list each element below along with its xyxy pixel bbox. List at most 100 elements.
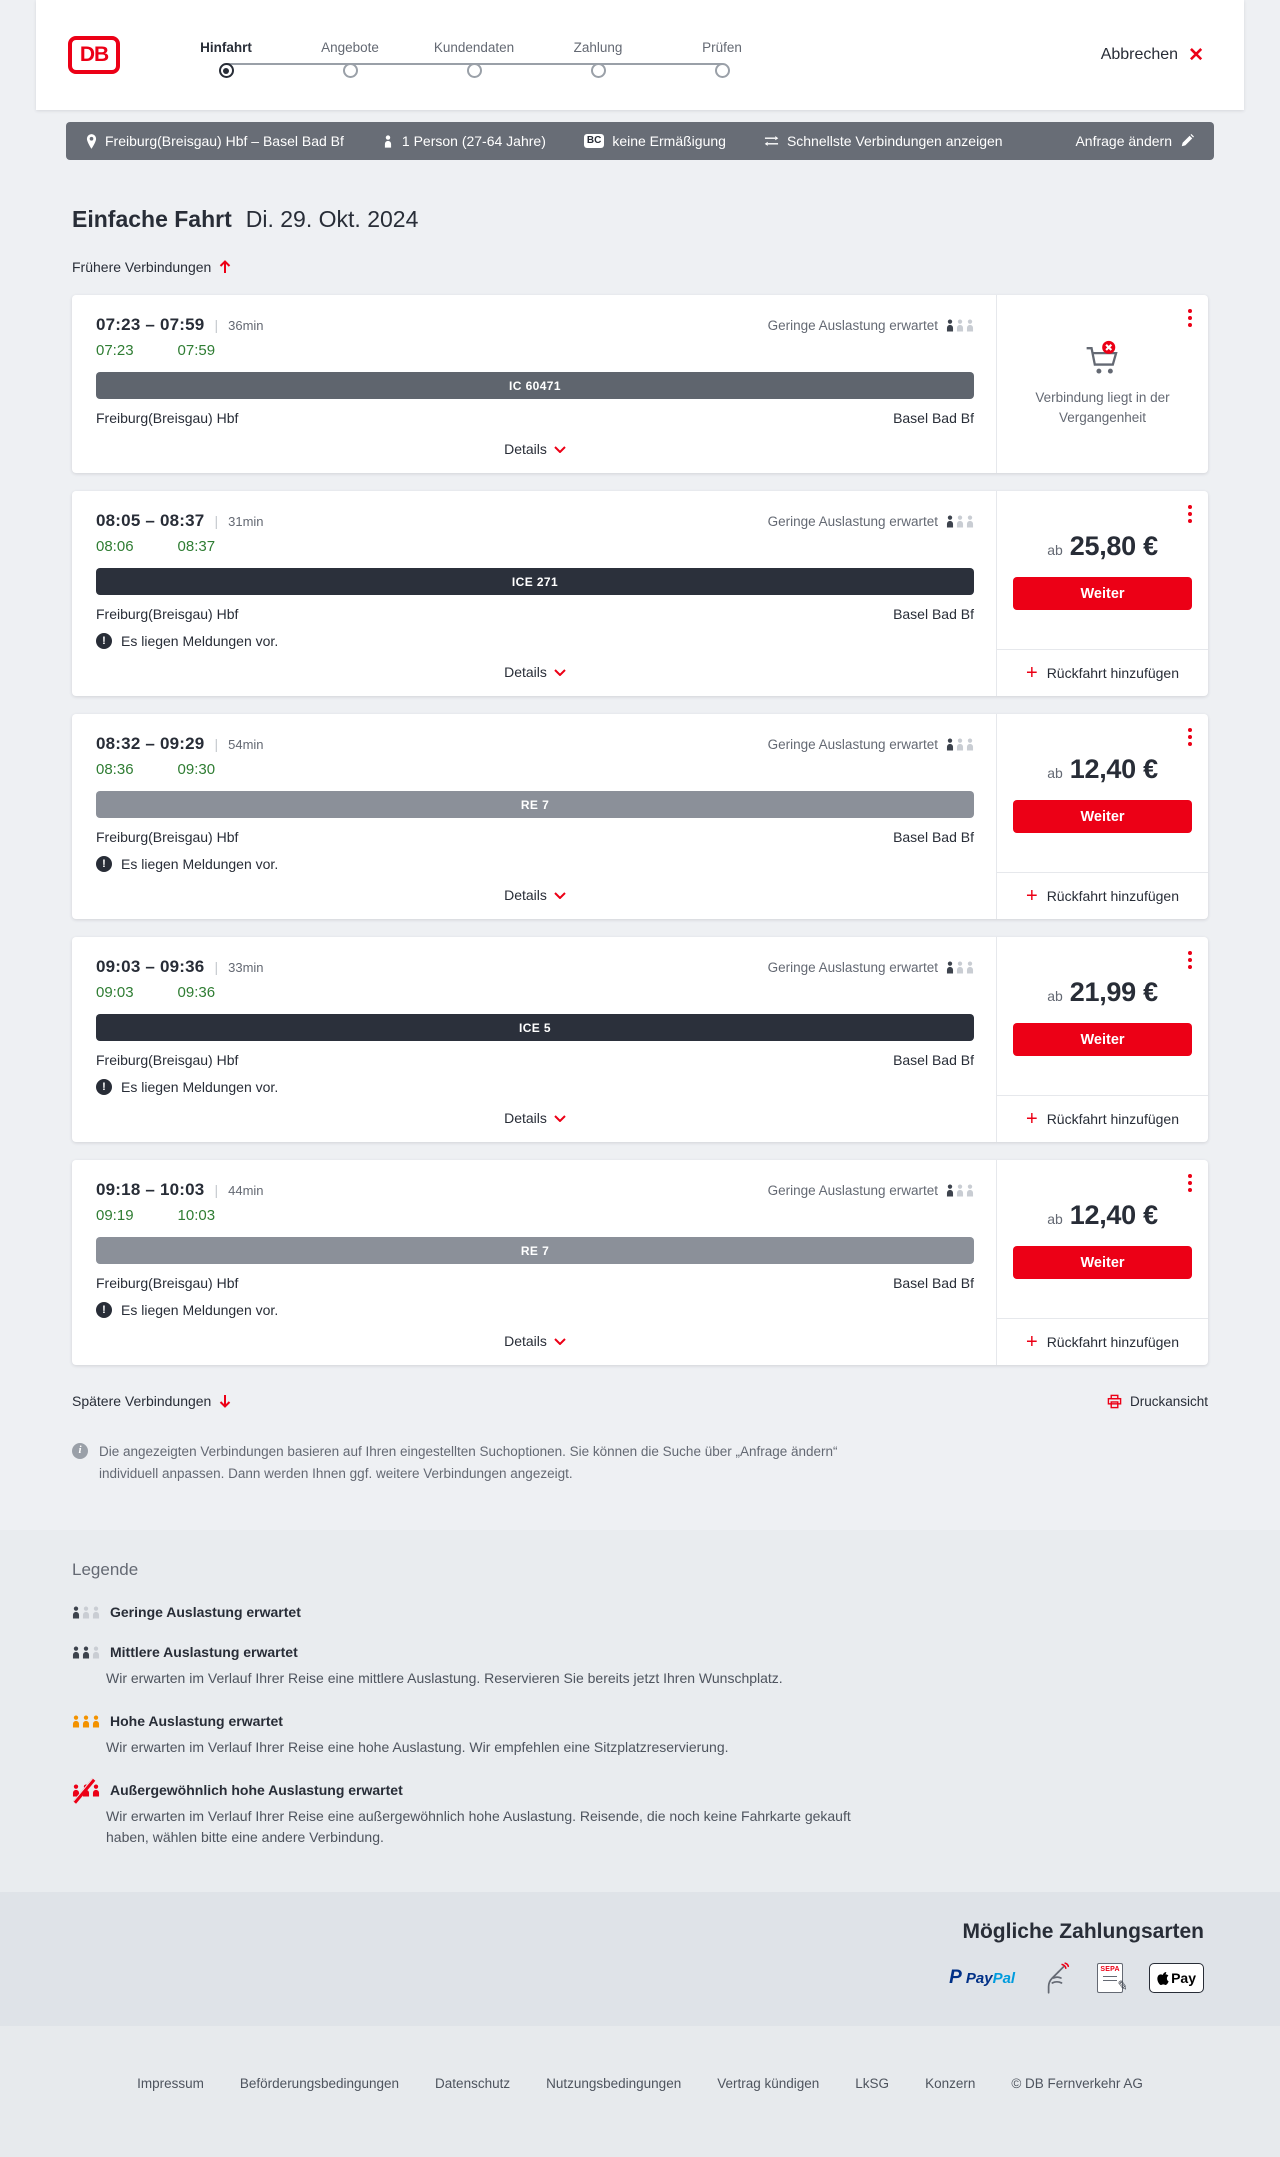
step-label: Zahlung [573, 40, 623, 55]
print-view-label: Druckansicht [1129, 1393, 1208, 1409]
origin-station: Freiburg(Breisgau) Hbf [96, 1275, 239, 1291]
kebab-menu-icon[interactable] [1186, 1172, 1194, 1194]
add-return-button[interactable]: + Rückfahrt hinzufügen [997, 1095, 1208, 1142]
kebab-menu-icon[interactable] [1186, 949, 1194, 971]
step-label: Hinfahrt [200, 40, 252, 55]
connection-card: 08:32 – 09:29 | 54min Geringe Auslastung… [72, 714, 1208, 919]
earlier-connections-link[interactable]: Frühere Verbindungen [72, 259, 231, 275]
later-connections-label: Spätere Verbindungen [72, 1393, 212, 1409]
occupancy-low-icon [946, 515, 974, 528]
destination-station: Basel Bad Bf [893, 606, 974, 622]
add-return-button[interactable]: + Rückfahrt hinzufügen [997, 649, 1208, 696]
summary-route-label: Freiburg(Breisgau) Hbf – Basel Bad Bf [105, 133, 344, 149]
weiter-button[interactable]: Weiter [1013, 1246, 1192, 1279]
step-pruefen: Prüfen [660, 40, 784, 78]
weiter-button[interactable]: Weiter [1013, 1023, 1192, 1056]
separator: | [214, 959, 219, 975]
kebab-menu-icon[interactable] [1186, 726, 1194, 748]
price: 12,40 € [1069, 754, 1158, 784]
pen-icon: ✎ [1116, 1977, 1130, 1994]
arrival-actual: 07:59 [177, 342, 216, 359]
connection-card: 07:23 – 07:59 | 36min Geringe Auslastung… [72, 295, 1208, 473]
connection-side-panel: ab 21,99 € Weiter + Rückfahrt hinzufügen [996, 937, 1208, 1142]
paypal-mark: P [949, 1967, 962, 1989]
step-angebote: Angebote [288, 40, 412, 78]
messages-row: ! Es liegen Meldungen vor. [96, 633, 974, 649]
occupancy-label: Geringe Auslastung erwartet [767, 318, 938, 333]
location-pin-icon [86, 133, 97, 149]
cancel-button[interactable]: Abbrechen ✕ [1101, 46, 1204, 65]
print-view-link[interactable]: Druckansicht [1107, 1394, 1208, 1409]
train-label-bar: ICE 271 [96, 568, 974, 595]
duration: 36min [228, 318, 264, 333]
train-label-bar: RE 7 [96, 1237, 974, 1264]
step-label: Angebote [321, 40, 379, 55]
apple-logo-icon [1157, 1972, 1169, 1986]
fastest-connections-label: Schnellste Verbindungen anzeigen [786, 133, 1003, 149]
occupancy-indicator: Geringe Auslastung erwartet [768, 737, 974, 752]
step-dot [590, 63, 606, 78]
time-range: 08:32 – 09:29 [96, 734, 205, 753]
connection-side-panel: ab 12,40 € Weiter + Rückfahrt hinzufügen [996, 1160, 1208, 1365]
origin-station: Freiburg(Breisgau) Hbf [96, 829, 239, 845]
occupancy-low-icon [946, 1184, 974, 1197]
step-dot-active [218, 63, 234, 78]
details-toggle[interactable]: Details [504, 441, 566, 457]
fastest-connections-toggle[interactable]: Schnellste Verbindungen anzeigen [764, 133, 1003, 149]
summary-bahncard-label: keine Ermäßigung [612, 133, 726, 149]
apple-pay-icon: Pay [1149, 1963, 1204, 1994]
messages-row: ! Es liegen Meldungen vor. [96, 1079, 974, 1095]
occupancy-label: Geringe Auslastung erwartet [767, 514, 938, 529]
summary-traveller-label: 1 Person (27-64 Jahre) [401, 133, 546, 149]
add-return-label: Rückfahrt hinzufügen [1046, 665, 1179, 681]
footer-link-nutzungsbedingungen[interactable]: Nutzungsbedingungen [546, 2076, 682, 2092]
summary-route: Freiburg(Breisgau) Hbf – Basel Bad Bf [86, 133, 344, 149]
legend-label: Hohe Auslastung erwartet [110, 1713, 283, 1730]
duration: 44min [228, 1183, 264, 1198]
duration: 33min [228, 960, 264, 975]
departure-actual: 09:19 [96, 1207, 134, 1224]
summary-traveller: 1 Person (27-64 Jahre) [382, 133, 546, 149]
footer-link-datenschutz[interactable]: Datenschutz [435, 2076, 511, 2092]
later-connections-link[interactable]: Spätere Verbindungen [72, 1393, 231, 1409]
legend-item-low: Geringe Auslastung erwartet [72, 1604, 1208, 1620]
details-toggle[interactable]: Details [504, 1110, 566, 1126]
occupancy-exceptional-icon [72, 1784, 100, 1797]
details-toggle[interactable]: Details [504, 1333, 566, 1349]
kebab-menu-icon[interactable] [1186, 307, 1194, 329]
footer-link-konzern[interactable]: Konzern [925, 2076, 976, 2092]
footer-link-impressum[interactable]: Impressum [137, 2076, 204, 2092]
cancel-label: Abbrechen [1100, 46, 1179, 63]
paypal-pay-text: Pay [965, 1969, 993, 1987]
chevron-down-icon [554, 1337, 566, 1345]
sepa-icon: SEPA ✎ [1097, 1963, 1129, 1994]
footer-link-lksg[interactable]: LkSG [855, 2076, 890, 2092]
summary-bahncard: BC keine Ermäßigung [583, 133, 726, 149]
weiter-button[interactable]: Weiter [1013, 577, 1192, 610]
details-label: Details [504, 664, 547, 680]
kebab-menu-icon[interactable] [1186, 503, 1194, 525]
details-label: Details [504, 1333, 547, 1349]
person-icon [384, 134, 391, 148]
payments-section: Mögliche Zahlungsarten P PayPal SEPA ✎ P… [0, 1892, 1280, 2027]
footer-link-befoerderungsbedingungen[interactable]: Beförderungsbedingungen [239, 2076, 400, 2092]
details-toggle[interactable]: Details [504, 664, 566, 680]
occupancy-high-icon [72, 1715, 100, 1728]
separator: | [214, 317, 219, 333]
search-summary-bar: Freiburg(Breisgau) Hbf – Basel Bad Bf 1 … [66, 122, 1214, 160]
plus-icon: + [1026, 1108, 1038, 1130]
details-label: Details [504, 441, 547, 457]
legend-desc: Wir erwarten im Verlauf Ihrer Reise eine… [106, 1808, 851, 1846]
connection-side-panel: Verbindung liegt in der Vergangenheit [996, 295, 1208, 473]
add-return-button[interactable]: + Rückfahrt hinzufügen [997, 872, 1208, 919]
weiter-button[interactable]: Weiter [1013, 800, 1192, 833]
departure-actual: 08:06 [96, 538, 134, 555]
change-request-button[interactable]: Anfrage ändern [1075, 133, 1194, 149]
details-toggle[interactable]: Details [504, 887, 566, 903]
arrow-down-icon [220, 1395, 231, 1408]
legend-item-high: Hohe Auslastung erwartet Wir erwarten im… [72, 1713, 1208, 1758]
add-return-button[interactable]: + Rückfahrt hinzufügen [997, 1318, 1208, 1365]
footer-link-vertrag-kuendigen[interactable]: Vertrag kündigen [717, 2076, 820, 2092]
separator: | [214, 1182, 219, 1198]
chevron-down-icon [554, 445, 566, 453]
